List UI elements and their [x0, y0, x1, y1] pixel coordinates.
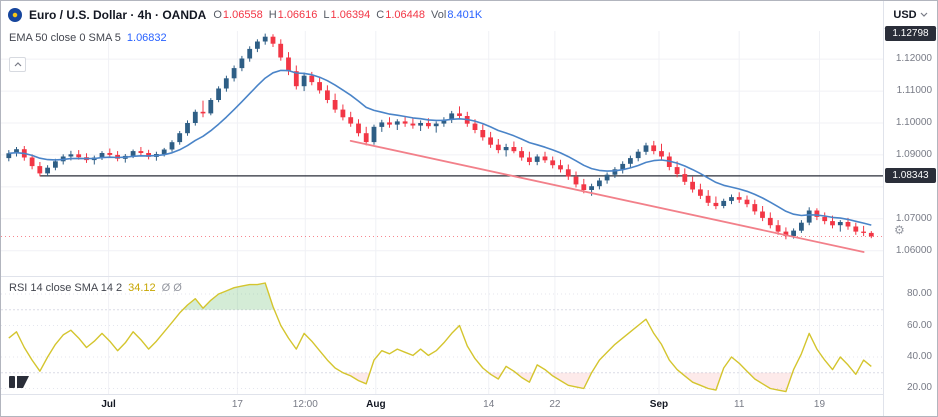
price-axis-label: 1.06000: [895, 244, 932, 256]
rsi-legend-label: RSI 14 close SMA 14 2: [9, 282, 123, 294]
open-value: 1.06558: [222, 9, 263, 21]
currency-selector[interactable]: USD: [884, 1, 937, 29]
price-axis[interactable]: USD ⚙ 1.12000 1.11000 1.10000 1.09000 1.0700…: [884, 1, 937, 416]
open-label: O: [213, 9, 222, 21]
rsi-legend-extra: Ø Ø: [161, 282, 182, 294]
gear-icon[interactable]: ⚙: [894, 223, 905, 237]
price-axis-label: 1.10000: [895, 116, 932, 128]
chevron-up-icon: [14, 62, 21, 67]
time-axis-label: 12:00: [292, 399, 318, 410]
price-axis-label: 1.07000: [895, 212, 932, 224]
close-label: C: [376, 9, 385, 21]
time-axis-label: Jul: [101, 399, 116, 410]
high-value: 1.06616: [277, 9, 318, 21]
pane-divider[interactable]: [1, 276, 937, 277]
volume-value: 8.401K: [447, 9, 483, 21]
ema-legend-value: 1.06832: [126, 32, 167, 44]
tradingview-logo[interactable]: [9, 372, 35, 393]
rsi-legend-value: 34.12: [128, 282, 156, 294]
time-axis[interactable]: Jul 17 12:00 Aug 14 22 Sep 11 19: [1, 395, 883, 416]
price-badge: 1.12798: [885, 25, 936, 41]
low-label: L: [323, 9, 330, 21]
time-axis-label: 11: [734, 399, 745, 410]
price-axis-label: 1.12000: [895, 53, 932, 65]
chevron-down-icon: [920, 12, 928, 17]
rsi-axis-label: 80.00: [906, 288, 932, 299]
rsi-axis-label: 60.00: [906, 319, 932, 331]
volume-label: Vol: [431, 9, 447, 21]
time-axis-label: Sep: [649, 399, 669, 410]
close-value: 1.06448: [385, 9, 426, 21]
time-axis-divider: [1, 394, 937, 395]
ohlc-values: O 1.06558 H 1.06616 L 1.06394 C 1.06448 …: [213, 9, 482, 21]
tradingview-logo-icon: [9, 376, 29, 388]
rsi-axis-label: 20.00: [906, 382, 932, 394]
time-axis-label: 19: [813, 399, 826, 410]
ema-indicator-legend[interactable]: EMA 50 close 0 SMA 5 1.06832: [9, 32, 167, 44]
currency-label: USD: [893, 8, 917, 21]
low-value: 1.06394: [330, 9, 371, 21]
price-axis-label: 1.11000: [896, 85, 932, 97]
time-axis-label: 17: [231, 399, 243, 410]
rsi-pane-canvas[interactable]: [1, 277, 883, 394]
rsi-axis-label: 40.00: [906, 350, 932, 362]
symbol-title[interactable]: Euro / U.S. Dollar · 4h · OANDA: [29, 8, 207, 22]
time-axis-label: 14: [483, 399, 495, 410]
price-badge: 1.08343: [885, 167, 936, 183]
symbol-legend[interactable]: Euro / U.S. Dollar · 4h · OANDA O 1.0655…: [8, 6, 482, 24]
high-label: H: [268, 9, 277, 21]
symbol-logo-icon: [8, 8, 22, 22]
price-pane-canvas[interactable]: [1, 31, 883, 276]
ema-legend-label: EMA 50 close 0 SMA 5: [9, 32, 121, 44]
price-axis-label: 1.09000: [895, 148, 932, 160]
rsi-indicator-legend[interactable]: RSI 14 close SMA 14 2 34.12 Ø Ø: [9, 282, 182, 294]
pane-collapse-button[interactable]: [9, 57, 26, 72]
price-axis-divider: [883, 1, 884, 416]
time-axis-label: 22: [549, 399, 561, 410]
time-axis-label: Aug: [366, 399, 386, 410]
